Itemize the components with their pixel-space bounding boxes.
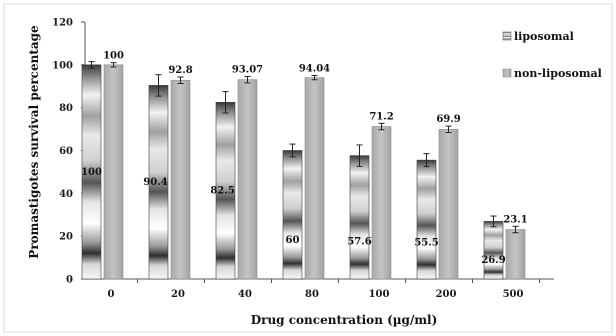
data-label-non-liposomal: 71.2 bbox=[369, 111, 393, 122]
legend-swatch-non-liposomal bbox=[502, 68, 512, 78]
data-label-liposomal: 60 bbox=[286, 235, 300, 246]
data-label-non-liposomal: 94.04 bbox=[299, 63, 330, 74]
x-tick-label: 20 bbox=[171, 289, 185, 300]
data-label-liposomal: 26.9 bbox=[481, 255, 505, 266]
y-axis-title: Promastigotes survival percentage bbox=[27, 25, 41, 259]
data-label-liposomal: 100 bbox=[81, 167, 102, 178]
legend-swatch-liposomal bbox=[502, 31, 512, 41]
bar-non-liposomal bbox=[371, 126, 392, 280]
bar-non-liposomal bbox=[438, 128, 459, 280]
y-tick-label: 20 bbox=[59, 232, 73, 243]
data-label-liposomal: 82.5 bbox=[210, 186, 234, 197]
y-tick-label: 120 bbox=[52, 18, 73, 29]
bar-non-liposomal bbox=[304, 77, 325, 280]
legend-label-non-liposomal: non-liposomal bbox=[514, 67, 602, 80]
x-tick-label: 200 bbox=[436, 289, 457, 300]
y-tick-label: 80 bbox=[59, 103, 73, 114]
axes-layer: 0 20 40 60 80 100 120 0 20 40 80 100 200 500 bbox=[52, 18, 554, 300]
data-label-non-liposomal: 93.07 bbox=[232, 64, 263, 75]
bar-non-liposomal bbox=[103, 64, 124, 280]
data-label-non-liposomal: 92.8 bbox=[168, 65, 192, 76]
x-axis-title: Drug concentration (µg/ml) bbox=[251, 313, 438, 327]
bar-liposomal bbox=[349, 155, 370, 280]
data-label-non-liposomal: 69.9 bbox=[436, 114, 460, 125]
chart-frame bbox=[3, 3, 613, 333]
y-tick-label: 0 bbox=[66, 275, 73, 286]
bar-liposomal bbox=[282, 150, 303, 280]
x-tick-label: 100 bbox=[369, 289, 390, 300]
y-tick-label: 60 bbox=[59, 146, 73, 157]
data-label-liposomal: 57.6 bbox=[347, 236, 371, 247]
bars-layer bbox=[81, 61, 526, 280]
y-tick-label: 40 bbox=[59, 189, 73, 200]
y-tick-label: 100 bbox=[52, 60, 73, 71]
x-tick-label: 500 bbox=[503, 289, 524, 300]
data-label-liposomal: 55.5 bbox=[414, 238, 438, 249]
x-tick-label: 80 bbox=[305, 289, 319, 300]
bar-non-liposomal bbox=[505, 229, 526, 280]
data-label-non-liposomal: 100 bbox=[103, 51, 124, 62]
bar-non-liposomal bbox=[170, 79, 191, 280]
labels-layer: 100 90.4 82.5 60 57.6 55.5 26.9 100 92.8 93.07 94.… bbox=[81, 51, 528, 266]
legend-label-liposomal: liposomal bbox=[514, 30, 574, 43]
legend: liposomal non-liposomal bbox=[502, 30, 602, 80]
bar-liposomal bbox=[483, 221, 504, 280]
data-label-liposomal: 90.4 bbox=[143, 177, 167, 188]
x-tick-label: 40 bbox=[238, 289, 252, 300]
bar-non-liposomal bbox=[237, 79, 258, 280]
x-tick-label: 0 bbox=[108, 289, 115, 300]
bar-liposomal bbox=[416, 159, 437, 280]
data-label-non-liposomal: 23.1 bbox=[503, 214, 527, 225]
